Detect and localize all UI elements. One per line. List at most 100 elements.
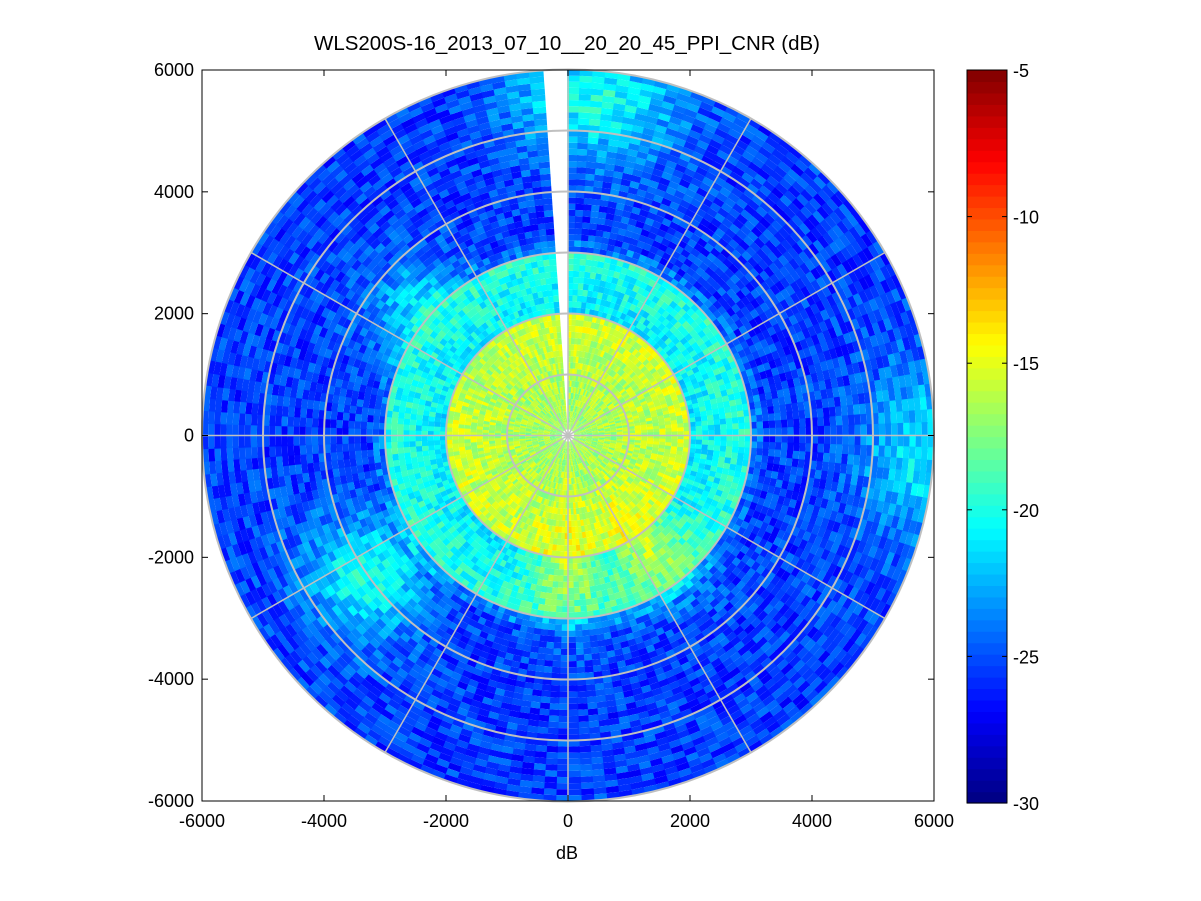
polar-cell (762, 345, 772, 356)
polar-cell (577, 375, 581, 382)
polar-cell (757, 124, 774, 138)
polar-cell (611, 220, 622, 229)
polar-cell (592, 374, 598, 381)
polar-cell (664, 417, 671, 423)
polar-cell (732, 144, 747, 157)
polar-cell (784, 371, 794, 382)
polar-cell (599, 343, 605, 351)
polar-cell (832, 387, 840, 399)
polar-cell (657, 183, 670, 193)
polar-cell (878, 306, 890, 322)
polar-cell (589, 421, 596, 425)
polar-cell (885, 434, 892, 448)
polar-cell (579, 314, 586, 321)
polar-cell (909, 434, 916, 449)
polar-cell (903, 422, 910, 437)
polar-cell (688, 412, 695, 419)
polar-cell (890, 302, 901, 318)
polar-cell (582, 389, 587, 396)
polar-cell (573, 419, 577, 425)
polar-cell (580, 437, 587, 439)
polar-cell (810, 227, 824, 241)
polar-cell (610, 121, 624, 130)
polar-cell (873, 309, 884, 324)
polar-cell (888, 468, 896, 483)
polar-cell (586, 253, 594, 261)
polar-cell (592, 360, 598, 368)
polar-cell (606, 244, 616, 253)
polar-cell (673, 137, 688, 148)
polar-cell (743, 447, 751, 456)
polar-cell (578, 277, 585, 284)
polar-cell (856, 475, 865, 489)
polar-cell (643, 326, 651, 335)
polar-cell (600, 416, 608, 421)
polar-cell (575, 413, 579, 420)
polar-cell (587, 352, 592, 360)
polar-cell (581, 402, 586, 409)
polar-cell (638, 453, 645, 458)
polar-cell (840, 405, 848, 418)
polar-cell (601, 338, 608, 346)
polar-cell (592, 430, 599, 433)
polar-cell (807, 325, 818, 338)
polar-cell (779, 457, 787, 467)
polar-cell (579, 382, 584, 389)
polar-cell (821, 184, 837, 200)
polar-cell (586, 296, 593, 304)
polar-cell (578, 388, 582, 395)
polar-cell (748, 140, 764, 153)
polar-cell (603, 262, 612, 270)
polar-cell (901, 493, 911, 509)
polar-cell (912, 385, 920, 401)
polar-cell (866, 445, 873, 458)
polar-cell (792, 410, 800, 421)
polar-cell (773, 374, 782, 385)
polar-cell (601, 101, 616, 110)
polar-cell (872, 345, 882, 360)
polar-cell (646, 313, 655, 323)
polar-cell (637, 395, 645, 401)
polar-cell (598, 401, 605, 407)
polar-cell (602, 422, 610, 426)
polar-cell (654, 327, 663, 336)
polar-cell (578, 426, 585, 431)
polar-cell (705, 459, 713, 467)
polar-cell (787, 325, 797, 337)
polar-cell (627, 448, 634, 452)
polar-cell (567, 203, 577, 210)
polar-cell (632, 451, 640, 456)
polar-cell (750, 441, 757, 450)
polar-cell (598, 411, 605, 417)
polar-cell (821, 202, 835, 217)
polar-cell (645, 115, 660, 125)
polar-cell (595, 162, 607, 170)
polar-cell (765, 352, 775, 363)
polar-cell (602, 351, 609, 359)
polar-cell (573, 405, 577, 413)
polar-cell (876, 390, 884, 404)
polar-cell (804, 409, 812, 420)
polar-cell (567, 325, 573, 332)
polar-cell (725, 176, 740, 189)
polar-cell (800, 274, 812, 288)
polar-cell (630, 382, 638, 390)
polar-cell (583, 421, 589, 426)
polar-cell (669, 116, 684, 127)
polar-cell (778, 396, 786, 407)
polar-cell (608, 404, 615, 410)
polar-cell (625, 154, 639, 164)
polar-cell (630, 407, 637, 413)
polar-cell (567, 161, 579, 168)
polar-cell (878, 423, 886, 437)
polar-cell (631, 412, 639, 418)
polar-cell (792, 322, 803, 335)
polar-cell (844, 385, 852, 398)
polar-cell (818, 320, 829, 334)
polar-cell (712, 450, 720, 458)
polar-cell (874, 295, 886, 311)
polar-cell (671, 435, 678, 440)
polar-cell (694, 448, 702, 455)
polar-cell (596, 421, 603, 426)
polar-cell (626, 414, 633, 419)
